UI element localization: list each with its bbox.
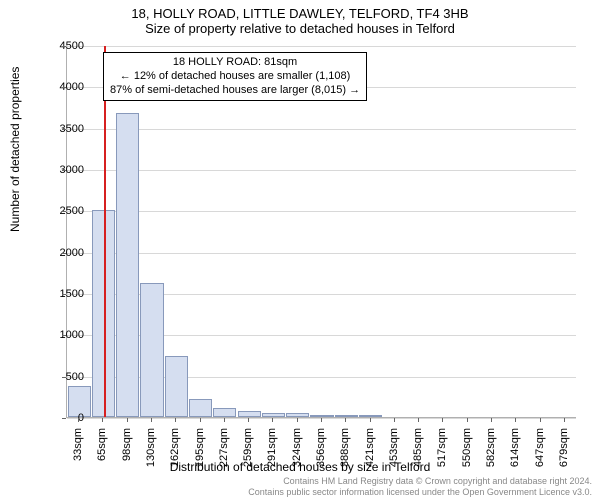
x-tick-mark	[151, 418, 152, 422]
info-line-3: 87% of semi-detached houses are larger (…	[110, 84, 360, 98]
title-line-1: 18, HOLLY ROAD, LITTLE DAWLEY, TELFORD, …	[0, 0, 600, 21]
histogram-bar	[262, 413, 285, 417]
x-tick-label: 421sqm	[364, 428, 376, 478]
histogram-bar	[238, 411, 261, 417]
y-tick-mark	[62, 253, 66, 254]
y-tick-mark	[62, 87, 66, 88]
x-tick-mark	[127, 418, 128, 422]
x-tick-label: 550sqm	[461, 428, 473, 478]
x-tick-mark	[442, 418, 443, 422]
grid-line	[67, 46, 576, 47]
y-tick-mark	[62, 418, 66, 419]
x-tick-mark	[175, 418, 176, 422]
x-tick-mark	[467, 418, 468, 422]
y-tick-mark	[62, 46, 66, 47]
plot-area: 18 HOLLY ROAD: 81sqm ← 12% of detached h…	[66, 46, 576, 418]
x-tick-mark	[272, 418, 273, 422]
x-tick-mark	[515, 418, 516, 422]
info-line-2: ← 12% of detached houses are smaller (1,…	[110, 70, 360, 84]
x-tick-mark	[200, 418, 201, 422]
x-tick-label: 614sqm	[509, 428, 521, 478]
footer: Contains HM Land Registry data © Crown c…	[248, 476, 592, 498]
x-tick-label: 582sqm	[485, 428, 497, 478]
footer-line-2: Contains public sector information licen…	[248, 487, 592, 498]
x-tick-mark	[102, 418, 103, 422]
x-tick-mark	[248, 418, 249, 422]
y-tick-mark	[62, 129, 66, 130]
x-tick-label: 679sqm	[558, 428, 570, 478]
histogram-bar	[359, 415, 382, 417]
histogram-bar	[140, 283, 163, 417]
y-axis-label: Number of detached properties	[8, 67, 22, 232]
y-tick-mark	[62, 211, 66, 212]
histogram-bar	[116, 113, 139, 417]
x-tick-mark	[394, 418, 395, 422]
x-tick-label: 647sqm	[534, 428, 546, 478]
x-tick-mark	[370, 418, 371, 422]
histogram-bar	[310, 415, 333, 417]
grid-line	[67, 253, 576, 254]
grid-line	[67, 170, 576, 171]
y-tick-mark	[62, 377, 66, 378]
x-tick-label: 130sqm	[145, 428, 157, 478]
x-tick-mark	[491, 418, 492, 422]
x-tick-label: 517sqm	[436, 428, 448, 478]
x-tick-mark	[564, 418, 565, 422]
x-tick-mark	[321, 418, 322, 422]
x-tick-mark	[345, 418, 346, 422]
x-tick-mark	[418, 418, 419, 422]
x-tick-label: 98sqm	[121, 428, 133, 478]
x-tick-mark	[540, 418, 541, 422]
x-tick-label: 227sqm	[218, 428, 230, 478]
x-tick-label: 324sqm	[291, 428, 303, 478]
x-tick-label: 33sqm	[72, 428, 84, 478]
x-tick-label: 388sqm	[339, 428, 351, 478]
histogram-bar	[213, 408, 236, 417]
histogram-bar	[189, 399, 212, 417]
histogram-bar	[286, 413, 309, 417]
y-tick-mark	[62, 335, 66, 336]
title-line-2: Size of property relative to detached ho…	[0, 21, 600, 36]
grid-line	[67, 211, 576, 212]
grid-line	[67, 129, 576, 130]
x-tick-label: 195sqm	[194, 428, 206, 478]
x-tick-label: 485sqm	[412, 428, 424, 478]
x-tick-label: 259sqm	[242, 428, 254, 478]
info-line-1: 18 HOLLY ROAD: 81sqm	[110, 56, 360, 70]
histogram-bar	[335, 415, 358, 417]
x-tick-mark	[224, 418, 225, 422]
footer-line-1: Contains HM Land Registry data © Crown c…	[248, 476, 592, 487]
histogram-bar	[165, 356, 188, 417]
x-tick-label: 65sqm	[96, 428, 108, 478]
chart-container: 18, HOLLY ROAD, LITTLE DAWLEY, TELFORD, …	[0, 0, 600, 500]
x-tick-label: 162sqm	[169, 428, 181, 478]
reference-line	[104, 46, 106, 417]
x-tick-mark	[78, 418, 79, 422]
y-tick-mark	[62, 170, 66, 171]
x-tick-mark	[297, 418, 298, 422]
x-tick-label: 453sqm	[388, 428, 400, 478]
x-tick-label: 291sqm	[266, 428, 278, 478]
y-tick-mark	[62, 294, 66, 295]
info-box: 18 HOLLY ROAD: 81sqm ← 12% of detached h…	[103, 52, 367, 101]
x-tick-label: 356sqm	[315, 428, 327, 478]
